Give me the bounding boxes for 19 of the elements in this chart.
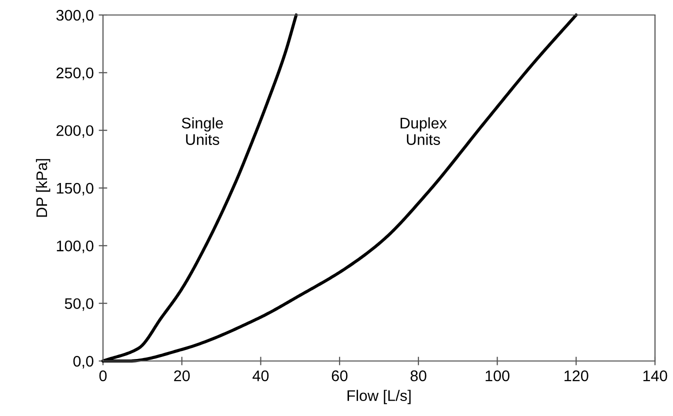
x-tick-label: 120 [564, 370, 588, 382]
x-tick-label: 140 [643, 370, 668, 382]
x-tick-label: 100 [486, 370, 510, 382]
annotation: Duplex Units [400, 117, 447, 145]
x-axis-title: Flow [L/s] [348, 390, 411, 404]
y-axis-title: DP [kPa] [36, 159, 50, 217]
x-tick-label: 80 [410, 370, 426, 382]
y-tick-label: 100,0 [56, 240, 94, 254]
x-tick-label: 0 [99, 370, 107, 382]
y-tick-label: 50,0 [64, 298, 94, 311]
x-tick-label: 20 [174, 370, 190, 382]
x-tick-label: 40 [252, 370, 269, 382]
y-tick-label: 0,0 [73, 356, 94, 368]
y-tick-label: 250,0 [56, 68, 94, 80]
x-tick-label: 60 [332, 370, 348, 382]
y-tick-label: 150,0 [56, 182, 94, 196]
y-tick-label: 200,0 [56, 125, 94, 138]
y-tick-label: 300,0 [56, 10, 94, 22]
annotation: Single Units [182, 117, 223, 145]
